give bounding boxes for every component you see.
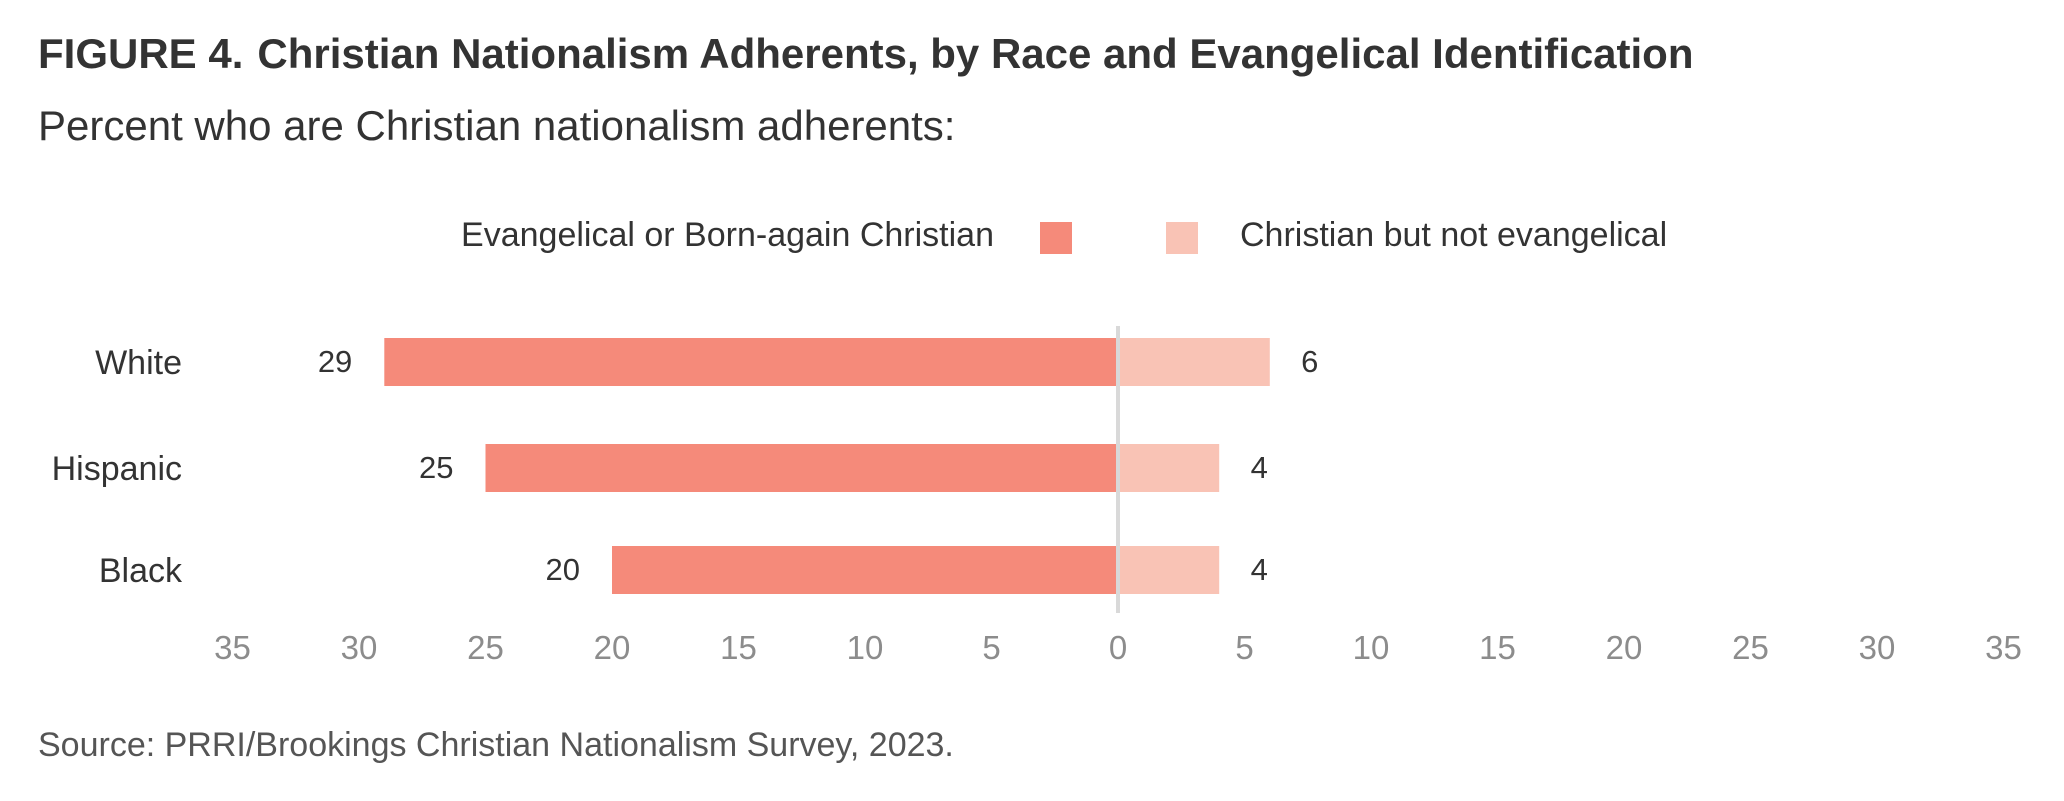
bar-not-evangelical-white <box>1118 338 1270 386</box>
data-label-evangelical-white: 29 <box>318 344 352 379</box>
figure-number: FIGURE 4. <box>38 30 244 77</box>
data-label-evangelical-black: 20 <box>546 552 580 587</box>
x-tick-label: 20 <box>1606 629 1643 666</box>
category-label-white: White <box>95 344 182 382</box>
bar-evangelical-black <box>612 546 1118 594</box>
x-tick-label: 0 <box>1109 629 1127 666</box>
x-tick-label: 35 <box>1985 629 2022 666</box>
x-tick-label: 25 <box>1732 629 1769 666</box>
source-note: Source: PRRI/Brookings Christian Nationa… <box>38 726 954 764</box>
legend-swatch-evangelical <box>1040 222 1072 254</box>
x-tick-label: 35 <box>214 629 251 666</box>
data-label-not-evangelical-hispanic: 4 <box>1251 450 1268 485</box>
chart-legend: Evangelical or Born-again Christian Chri… <box>0 212 2064 262</box>
chart-title: FIGURE 4. Christian Nationalism Adherents… <box>38 30 1694 78</box>
x-tick-label: 5 <box>982 629 1000 666</box>
category-label-black: Black <box>99 552 183 590</box>
x-tick-label: 10 <box>847 629 884 666</box>
category-label-hispanic: Hispanic <box>52 450 182 488</box>
legend-label-evangelical: Evangelical or Born-again Christian <box>461 216 994 254</box>
bar-evangelical-hispanic <box>485 444 1118 492</box>
bar-evangelical-white <box>384 338 1118 386</box>
diverging-bar-chart: White 29 6 Hispanic 25 4 Black 20 4 35 30 25 20 15 10 5… <box>52 326 2022 666</box>
bar-not-evangelical-black <box>1118 546 1220 594</box>
data-label-evangelical-hispanic: 25 <box>419 450 453 485</box>
figure-title-text: Christian Nationalism Adherents, by Race… <box>257 30 1694 77</box>
data-label-not-evangelical-white: 6 <box>1301 344 1318 379</box>
x-tick-label: 15 <box>1479 629 1516 666</box>
bar-not-evangelical-hispanic <box>1118 444 1220 492</box>
x-tick-label: 30 <box>1859 629 1896 666</box>
x-tick-label: 5 <box>1235 629 1253 666</box>
x-tick-label: 30 <box>341 629 378 666</box>
x-tick-label: 10 <box>1353 629 1390 666</box>
legend-label-not-evangelical: Christian but not evangelical <box>1240 216 1668 254</box>
x-tick-label: 20 <box>594 629 631 666</box>
x-tick-label: 25 <box>467 629 504 666</box>
data-label-not-evangelical-black: 4 <box>1251 552 1268 587</box>
legend-swatch-not-evangelical <box>1166 222 1198 254</box>
x-tick-label: 15 <box>720 629 757 666</box>
chart-subtitle: Percent who are Christian nationalism ad… <box>38 102 956 149</box>
